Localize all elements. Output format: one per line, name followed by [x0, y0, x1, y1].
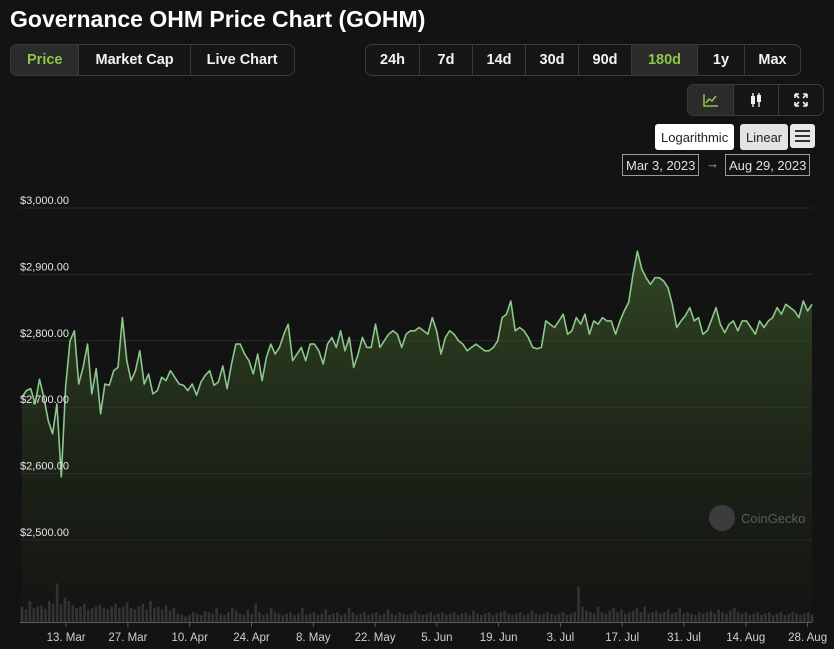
range-tab-24h[interactable]: 24h [380, 52, 405, 68]
date-to-input[interactable]: Aug 29, 2023 [725, 154, 811, 176]
range-tab-180d[interactable]: 180d [631, 45, 697, 75]
range-tab-7d[interactable]: 7d [419, 45, 472, 75]
x-tick-label: 8. May [296, 632, 331, 644]
x-tick-label: 19. Jun [480, 632, 518, 644]
y-tick-label: $2,700.00 [20, 394, 69, 406]
x-tick-label: 27. Mar [108, 632, 147, 644]
chart-menu-button[interactable] [790, 124, 815, 148]
fullscreen-button[interactable] [778, 85, 823, 115]
y-tick-label: $2,600.00 [20, 461, 69, 473]
range-tab-14d[interactable]: 14d [472, 45, 525, 75]
date-from-input[interactable]: Mar 3, 2023 [622, 154, 700, 176]
range-tab-1y[interactable]: 1y [697, 45, 744, 75]
x-tick-label: 3. Jul [547, 632, 575, 644]
page-title: Governance OHM Price Chart (GOHM) [10, 6, 426, 32]
candlestick-icon [751, 93, 761, 107]
x-tick-label: 31. Jul [667, 632, 701, 644]
menu-icon-bar [795, 130, 810, 132]
x-tick-label: 17. Jul [605, 632, 639, 644]
line-chart-button[interactable] [688, 85, 733, 115]
volume-bar [810, 615, 814, 622]
y-tick-label: $2,900.00 [20, 261, 69, 273]
range-tab-max[interactable]: Max [744, 45, 800, 75]
logarithmic-scale-button[interactable]: Logarithmic [655, 124, 735, 150]
menu-icon-bar [795, 135, 810, 137]
fullscreen-icon [794, 93, 808, 107]
y-tick-label: $2,500.00 [20, 527, 69, 539]
watermark-text: CoinGecko [741, 510, 806, 526]
x-tick-label: 5. Jun [421, 632, 452, 644]
view-tabs: Price Market Cap Live Chart [10, 44, 295, 76]
date-range-arrow: → [706, 156, 719, 171]
coingecko-logo-icon [709, 505, 735, 531]
y-tick-label: $2,800.00 [20, 328, 69, 340]
range-tab-30d[interactable]: 30d [525, 45, 578, 75]
x-tick-label: 14. Aug [726, 632, 765, 644]
range-tabs: 24h 7d 14d 30d 90d 180d 1y Max [365, 44, 801, 76]
x-tick-label: 10. Apr [171, 632, 208, 644]
menu-icon-bar [795, 140, 810, 142]
x-tick-label: 22. May [355, 632, 396, 644]
price-area [22, 251, 812, 622]
candlestick-button[interactable] [733, 85, 778, 115]
line-chart-icon [702, 94, 718, 107]
x-tick-label: 24. Apr [233, 632, 270, 644]
x-tick-label: 28. Aug [788, 632, 827, 644]
tab-price[interactable]: Price [11, 45, 79, 75]
chart-type-tabs [687, 84, 824, 116]
linear-scale-button[interactable]: Linear [740, 124, 789, 150]
price-line [21, 250, 813, 478]
x-tick-label: 13. Mar [47, 632, 86, 644]
y-tick-label: $3,000.00 [20, 195, 69, 207]
tab-live-chart[interactable]: Live Chart [189, 45, 294, 75]
tab-market-cap[interactable]: Market Cap [78, 45, 189, 75]
coingecko-watermark: CoinGecko [709, 505, 805, 531]
range-tab-90d[interactable]: 90d [578, 45, 631, 75]
